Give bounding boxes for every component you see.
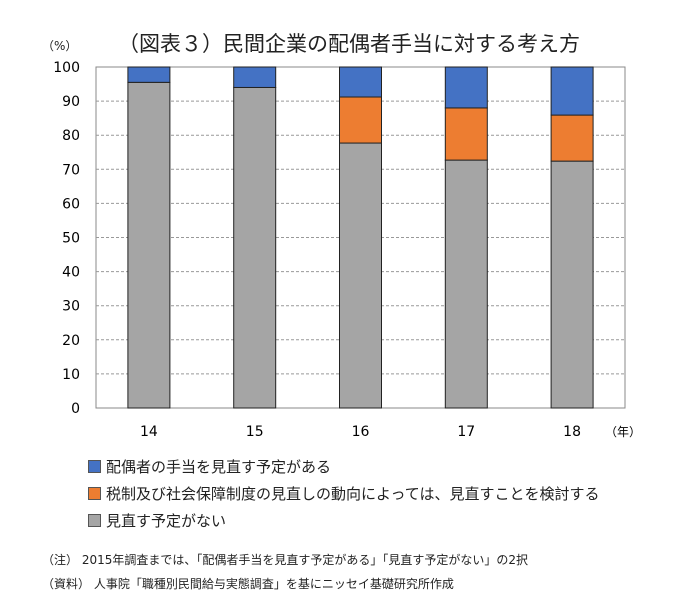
plot-area: 0 10 20 30 40 50 60 70 80 90 100 14 15 16 17 18 （年） [53, 60, 641, 440]
bar-segment [127, 66, 171, 83]
y-tick-label: 10 [62, 367, 80, 383]
y-tick-label: 20 [62, 333, 80, 349]
x-tick-label: 18 [563, 424, 581, 440]
legend-swatch [88, 514, 101, 527]
bar-segment [233, 86, 277, 409]
x-axis-unit: （年） [605, 425, 641, 439]
bar-segment [339, 142, 382, 409]
legend-label: 税制及び社会保障制度の見直しの動向によっては、見直すことを検討する [106, 485, 600, 503]
y-tick-label: 60 [62, 196, 80, 212]
y-tick-label: 90 [62, 94, 80, 110]
chart-title: （図表３）民間企業の配偶者手当に対する考え方 [118, 32, 580, 56]
legend-item-review: 配偶者の手当を見直す予定がある [88, 453, 600, 480]
bar-segment [550, 114, 594, 162]
y-tick-label: 40 [62, 265, 80, 281]
bar-segment [550, 66, 594, 116]
y-tick-label: 70 [62, 162, 80, 178]
y-tick-label: 30 [62, 299, 80, 315]
bar-segment [444, 159, 488, 409]
x-tick-label: 15 [246, 424, 264, 440]
bar-segment [339, 96, 382, 144]
bar-segment [233, 66, 277, 88]
legend-label: 配偶者の手当を見直す予定がある [106, 458, 332, 476]
legend-swatch [88, 460, 101, 473]
y-tick-label: 0 [71, 401, 80, 417]
source-note: （資料） 人事院「職種別民間給与実態調査」を基にニッセイ基礎研究所作成 [42, 577, 454, 591]
x-tick-label: 14 [140, 424, 158, 440]
x-tick-label: 16 [352, 424, 370, 440]
y-tick-label: 100 [53, 60, 80, 76]
legend: 配偶者の手当を見直す予定がある 税制及び社会保障制度の見直しの動向によっては、見… [88, 453, 600, 534]
y-tick-label: 50 [62, 231, 80, 247]
legend-label: 見直す予定がない [106, 512, 227, 530]
legend-swatch [88, 487, 101, 500]
y-tick-label: 80 [62, 128, 80, 144]
bar-segment [339, 66, 382, 98]
footnote: （注） 2015年調査までは、「配偶者手当を見直す予定がある」「見直す予定がない… [42, 553, 528, 567]
bar-segment [444, 107, 488, 161]
bar-segment [550, 160, 594, 409]
legend-item-no-review: 見直す予定がない [88, 507, 600, 534]
bar-segment [444, 66, 488, 109]
bar-segment [127, 81, 171, 409]
y-axis-unit: （%） [42, 39, 78, 53]
x-tick-label: 17 [457, 424, 475, 440]
legend-item-consider: 税制及び社会保障制度の見直しの動向によっては、見直すことを検討する [88, 480, 600, 507]
